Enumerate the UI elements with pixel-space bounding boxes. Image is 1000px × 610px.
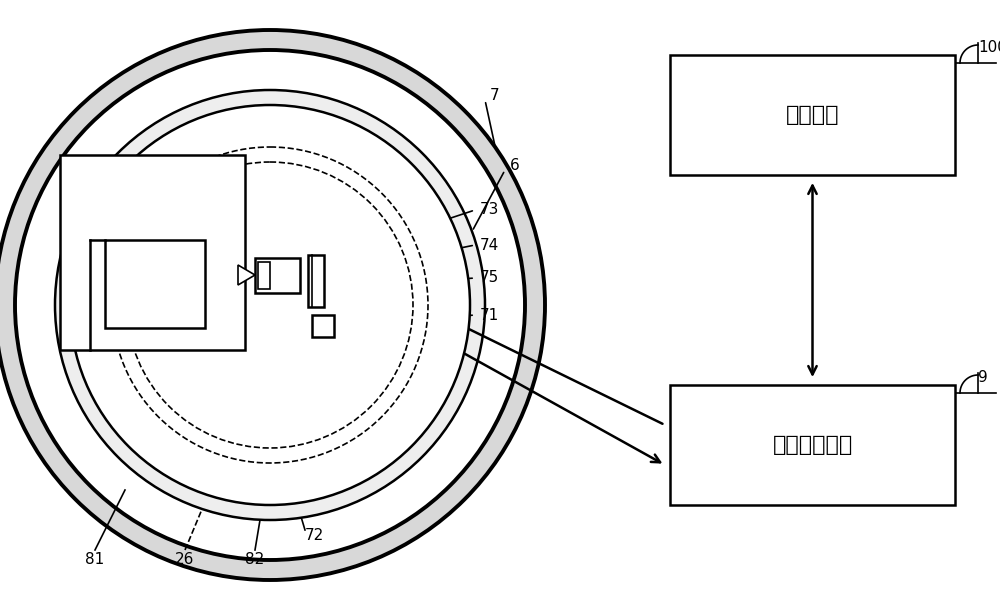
- Bar: [308, 255, 324, 307]
- Text: 6: 6: [510, 157, 520, 173]
- Text: 74: 74: [480, 237, 499, 253]
- Circle shape: [0, 30, 545, 580]
- Text: 71: 71: [480, 307, 499, 323]
- Circle shape: [112, 147, 428, 463]
- Text: 7: 7: [490, 87, 500, 102]
- Bar: [258, 262, 270, 289]
- Text: 100: 100: [978, 40, 1000, 55]
- Bar: [312, 315, 334, 337]
- Text: 82: 82: [245, 553, 265, 567]
- Bar: [60, 155, 245, 350]
- Bar: [105, 240, 205, 328]
- Circle shape: [70, 105, 470, 505]
- Text: 81: 81: [85, 553, 105, 567]
- Polygon shape: [238, 265, 255, 285]
- Bar: [670, 55, 955, 175]
- Text: 72: 72: [305, 528, 324, 542]
- Circle shape: [127, 162, 413, 448]
- Text: 26: 26: [175, 553, 195, 567]
- Text: 9: 9: [978, 370, 988, 385]
- Bar: [670, 385, 955, 505]
- Text: 70: 70: [430, 362, 449, 378]
- Text: 信息收集装置: 信息收集装置: [772, 435, 853, 455]
- Circle shape: [15, 50, 525, 560]
- Circle shape: [55, 90, 485, 520]
- Text: 75: 75: [480, 270, 499, 285]
- Text: 73: 73: [480, 203, 499, 218]
- Bar: [255, 258, 300, 293]
- Text: 控制装置: 控制装置: [786, 105, 839, 125]
